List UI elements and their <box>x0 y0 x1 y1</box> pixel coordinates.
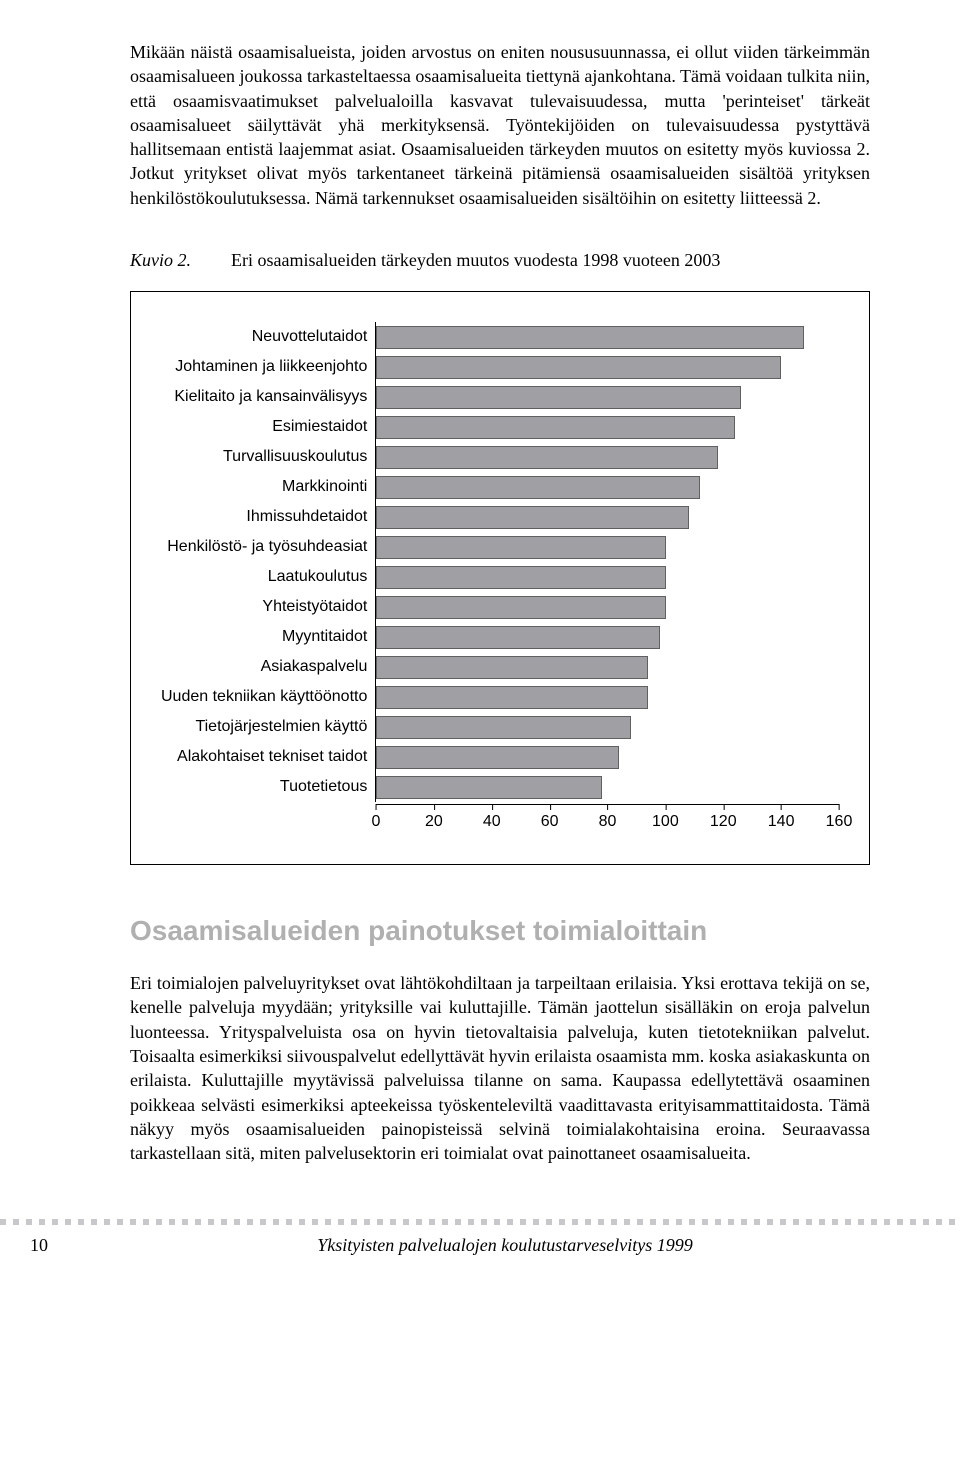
chart-bar <box>376 626 659 649</box>
chart-bar <box>376 446 717 469</box>
chart-bar <box>376 566 665 589</box>
chart-x-axis: 020406080100120140160 <box>376 804 839 844</box>
chart-bar <box>376 416 735 439</box>
chart-category-label: Ihmissuhdetaidot <box>246 502 367 532</box>
chart-x-tick: 160 <box>826 805 853 831</box>
chart-x-tick: 120 <box>710 805 737 831</box>
chart-x-tick: 40 <box>483 805 501 831</box>
figure-caption: Kuvio 2. Eri osaamisalueiden tärkeyden m… <box>130 250 870 271</box>
chart-container: NeuvottelutaidotJohtaminen ja liikkeenjo… <box>130 291 870 865</box>
chart-bar-row <box>376 412 839 442</box>
figure-label: Kuvio 2. <box>130 250 191 271</box>
page-number: 10 <box>30 1235 70 1256</box>
chart-category-label: Kielitaito ja kansainvälisyys <box>174 382 367 412</box>
chart-bar <box>376 596 665 619</box>
chart-bar-row <box>376 742 839 772</box>
chart-x-tick: 60 <box>541 805 559 831</box>
chart-category-label: Markkinointi <box>282 472 367 502</box>
chart-x-tick: 140 <box>768 805 795 831</box>
chart-category-label: Neuvottelutaidot <box>252 322 368 352</box>
chart-category-label: Henkilöstö- ja työsuhdeasiat <box>167 532 367 562</box>
chart-y-labels: NeuvottelutaidotJohtaminen ja liikkeenjo… <box>161 322 375 802</box>
chart-bar <box>376 776 602 799</box>
chart-bar-row <box>376 712 839 742</box>
chart-bar-row <box>376 592 839 622</box>
intro-paragraph: Mikään näistä osaamisalueista, joiden ar… <box>130 40 870 210</box>
chart-bar <box>376 506 688 529</box>
chart-bar-row <box>376 502 839 532</box>
chart-category-label: Esimiestaidot <box>272 412 367 442</box>
chart-bar <box>376 686 648 709</box>
chart-bar-row <box>376 322 839 352</box>
chart-bar <box>376 326 804 349</box>
chart-category-label: Yhteistyötaidot <box>262 592 367 622</box>
chart-category-label: Alakohtaiset tekniset taidot <box>177 742 367 772</box>
chart-bar <box>376 536 665 559</box>
chart-x-tick: 100 <box>652 805 679 831</box>
chart-category-label: Asiakaspalvelu <box>261 652 368 682</box>
chart-bar-row <box>376 622 839 652</box>
chart-bar <box>376 356 781 379</box>
chart-plot-area <box>375 322 839 802</box>
chart-category-label: Uuden tekniikan käyttöönotto <box>161 682 367 712</box>
chart-category-label: Turvallisuuskoulutus <box>223 442 367 472</box>
chart-bar-row <box>376 562 839 592</box>
chart-bar <box>376 716 630 739</box>
chart-category-label: Tuotetietous <box>280 772 367 802</box>
chart-x-tick: 20 <box>425 805 443 831</box>
section-body: Eri toimialojen palveluyritykset ovat lä… <box>130 971 870 1165</box>
page-footer: 10 Yksityisten palvelualojen koulutustar… <box>0 1225 960 1286</box>
chart-bar <box>376 476 700 499</box>
chart-bar-row <box>376 772 839 802</box>
chart-bar-row <box>376 682 839 712</box>
chart-x-tick: 80 <box>599 805 617 831</box>
chart-bar-row <box>376 382 839 412</box>
chart-category-label: Johtaminen ja liikkeenjohto <box>175 352 367 382</box>
chart-category-label: Laatukoulutus <box>268 562 368 592</box>
section-heading: Osaamisalueiden painotukset toimialoitta… <box>130 915 870 947</box>
chart-bar-row <box>376 532 839 562</box>
chart-category-label: Myyntitaidot <box>282 622 367 652</box>
chart-bar-row <box>376 352 839 382</box>
chart-bar <box>376 386 740 409</box>
chart-bar-row <box>376 472 839 502</box>
document-title: Yksityisten palvelualojen koulutustarves… <box>150 1235 960 1256</box>
chart-bar-row <box>376 652 839 682</box>
chart-x-tick: 0 <box>372 805 381 831</box>
chart-bar-row <box>376 442 839 472</box>
chart-category-label: Tietojärjestelmien käyttö <box>195 712 367 742</box>
chart-bar <box>376 746 619 769</box>
chart-bar <box>376 656 648 679</box>
figure-caption-text: Eri osaamisalueiden tärkeyden muutos vuo… <box>231 250 720 271</box>
